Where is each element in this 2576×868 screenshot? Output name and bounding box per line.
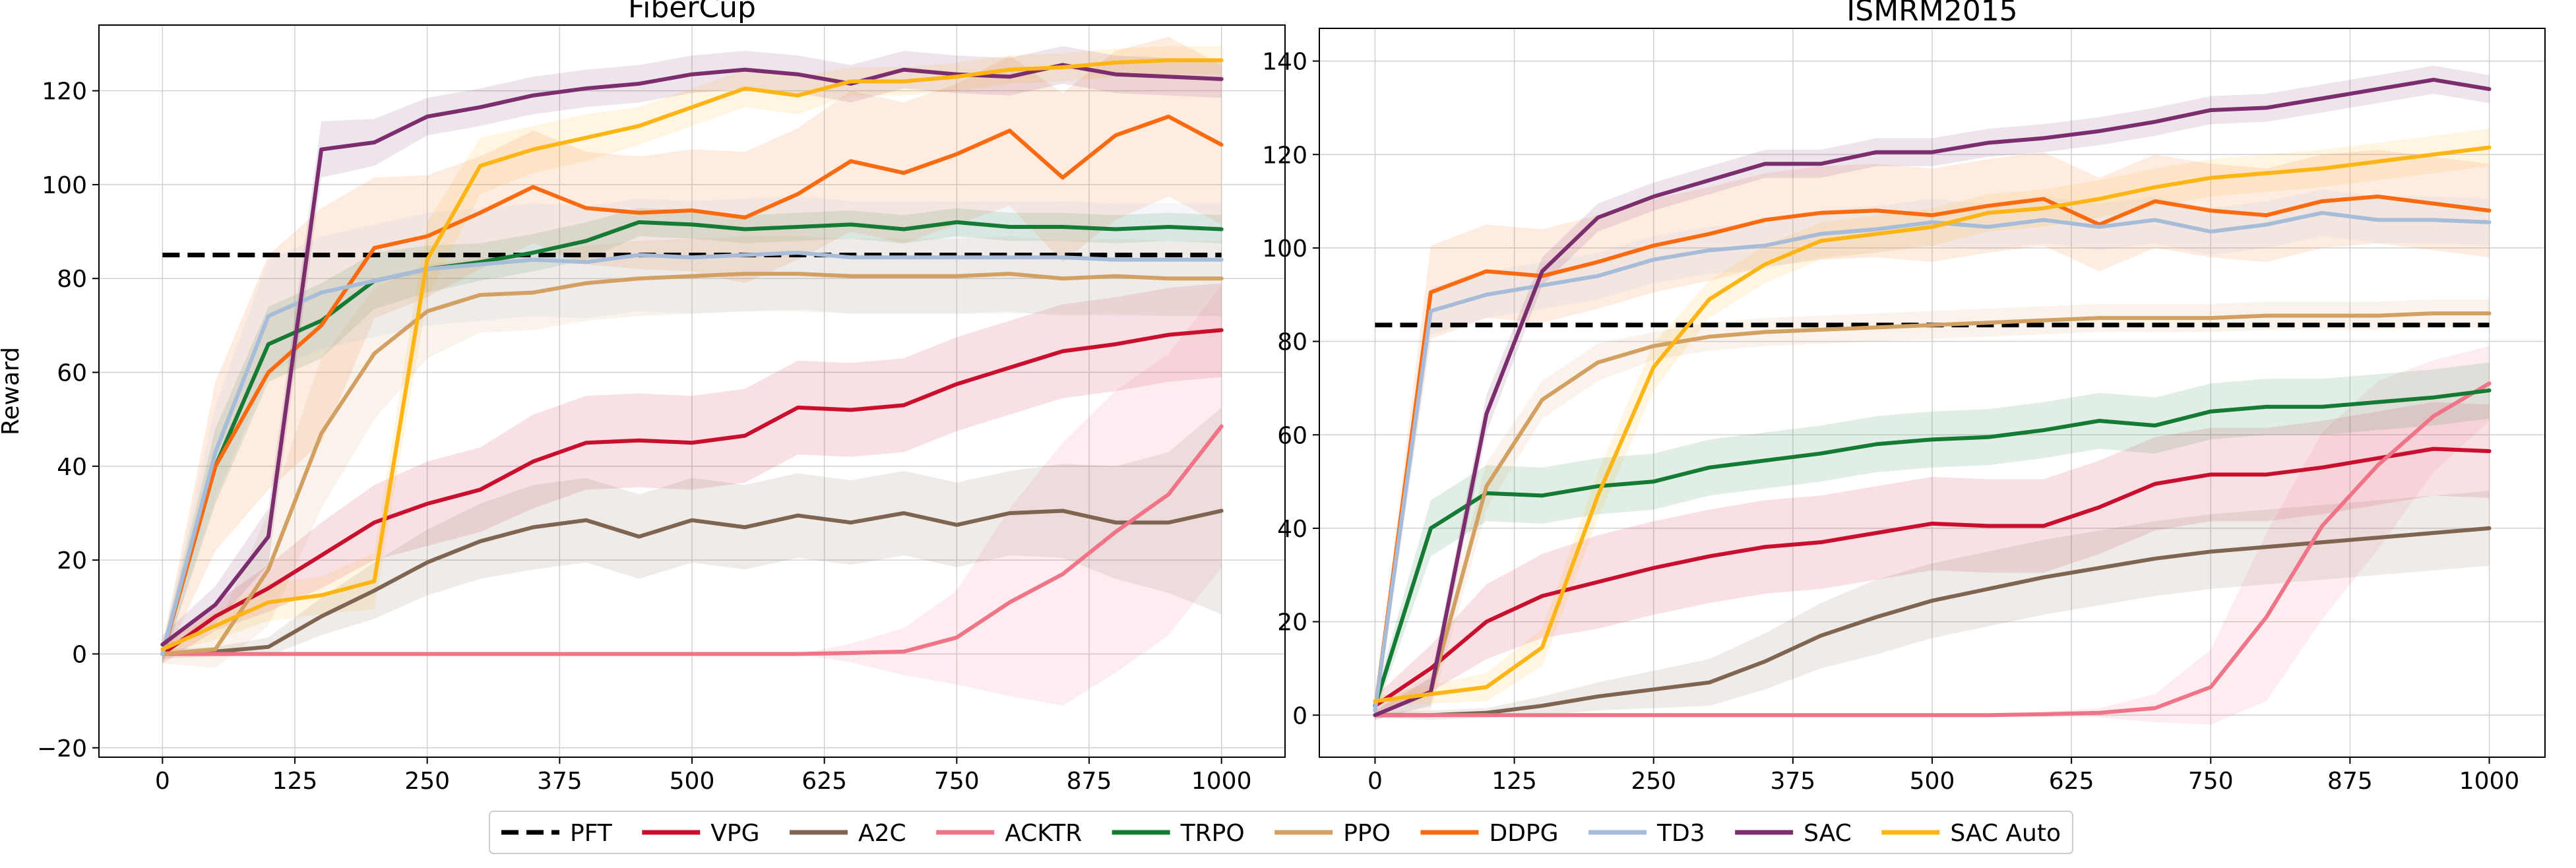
x-tick-label: 0 xyxy=(155,768,170,795)
line-sac-auto xyxy=(160,58,1224,652)
line-vpg xyxy=(160,328,1224,656)
legend-label: PFT xyxy=(570,820,613,847)
chart-title: ISMRM2015 xyxy=(1846,0,2017,28)
y-tick-label: 60 xyxy=(57,360,87,387)
legend-label: VPG xyxy=(710,820,759,847)
legend-item-acktr: ACKTR xyxy=(936,820,1082,847)
legend-label: DDPG xyxy=(1489,820,1558,847)
y-tick-label: 120 xyxy=(42,78,87,106)
data-layer xyxy=(1373,65,2492,725)
line-acktr xyxy=(1373,381,2492,718)
band-trpo xyxy=(1375,362,2490,716)
x-tick-label: 875 xyxy=(2327,768,2373,795)
x-tick-label: 1000 xyxy=(1191,768,1252,795)
band-vpg xyxy=(162,283,1222,664)
ismrm2015-plot: 0 125 250 375 500 625 750 875 1000 0 20 40 60 80 100 12… xyxy=(1262,0,2546,795)
y-tick-label: 0 xyxy=(72,641,87,668)
legend-label: TD3 xyxy=(1656,820,1705,847)
line-ddpg xyxy=(160,114,1224,656)
band-ddpg xyxy=(162,36,1222,664)
y-tick-label: 20 xyxy=(1277,609,1307,636)
line-acktr xyxy=(160,424,1224,656)
x-tick-label: 750 xyxy=(934,768,980,795)
legend-label: SAC xyxy=(1804,820,1852,847)
x-tick-label: 250 xyxy=(404,768,450,795)
y-tick-label: 80 xyxy=(1277,329,1307,356)
legend-item-sac: SAC xyxy=(1735,820,1852,847)
y-tick-label: 60 xyxy=(1277,422,1307,449)
fibercup-plot: 0 125 250 375 500 625 750 875 1000 −20 0 20 40 60 80 10… xyxy=(0,0,1286,795)
legend-item-ppo: PPO xyxy=(1274,820,1391,847)
line-trpo xyxy=(1373,388,2492,708)
line-trpo xyxy=(160,220,1224,656)
data-layer xyxy=(160,36,1224,706)
legend-item-trpo: TRPO xyxy=(1112,820,1245,847)
x-tick-label: 625 xyxy=(2049,768,2094,795)
legend: PFT VPG A2C ACKTR TRPO PPO DDPG TD3 SAC SAC Auto xyxy=(489,811,2073,854)
legend-item-ddpg: DDPG xyxy=(1420,820,1559,847)
legend-label: PPO xyxy=(1343,820,1391,847)
y-tick-label: 20 xyxy=(57,547,87,574)
line-ppo xyxy=(1373,311,2492,718)
y-axis-label: Reward xyxy=(0,347,24,435)
y-tick-label: 0 xyxy=(1292,702,1307,729)
y-tick-label: 40 xyxy=(57,454,87,481)
line-a2c xyxy=(1373,526,2492,718)
x-tick-label: 375 xyxy=(1771,768,1816,795)
line-sac xyxy=(1373,77,2492,718)
x-tick-label: 625 xyxy=(801,768,847,795)
legend-item-pft: PFT xyxy=(501,820,613,847)
band-acktr xyxy=(1375,346,2490,725)
x-tick-label: 500 xyxy=(670,768,715,795)
band-sac-auto xyxy=(162,46,1222,654)
band-acktr xyxy=(162,285,1222,706)
x-tick-label: 250 xyxy=(1631,768,1676,795)
legend-item-td3: TD3 xyxy=(1588,820,1705,847)
chart-title: FiberCup xyxy=(628,0,756,24)
x-tick-label: 500 xyxy=(1910,768,1955,795)
band-ppo xyxy=(162,236,1222,668)
y-tick-label: 100 xyxy=(1262,235,1307,263)
line-td3 xyxy=(160,251,1224,656)
legend-label: ACKTR xyxy=(1005,820,1082,847)
line-sac-auto xyxy=(1373,145,2492,703)
x-tick-label: 375 xyxy=(537,768,582,795)
y-tick-label: 100 xyxy=(42,172,87,199)
x-tick-label: 125 xyxy=(272,768,318,795)
line-ppo xyxy=(160,272,1224,656)
legend-item-vpg: VPG xyxy=(642,820,760,847)
y-tick-label: 40 xyxy=(1277,516,1307,543)
band-sac-auto xyxy=(1375,129,2490,706)
line-ddpg xyxy=(1373,195,2492,713)
x-tick-label: 0 xyxy=(1367,768,1383,795)
band-a2c xyxy=(1375,491,2490,720)
x-tick-label: 125 xyxy=(1492,768,1537,795)
band-a2c xyxy=(162,407,1222,659)
band-ddpg xyxy=(1375,150,2490,720)
line-a2c xyxy=(160,509,1224,656)
legend-label: A2C xyxy=(858,820,906,847)
legend-label: TRPO xyxy=(1180,820,1245,847)
x-tick-label: 1000 xyxy=(2459,768,2520,795)
y-tick-label: 80 xyxy=(57,266,87,293)
band-td3 xyxy=(1375,189,2490,720)
legend-item-sac-auto: SAC Auto xyxy=(1881,820,2061,847)
x-tick-label: 750 xyxy=(2188,768,2234,795)
band-vpg xyxy=(1375,402,2490,716)
y-tick-label: 120 xyxy=(1262,142,1307,169)
y-tick-label: 140 xyxy=(1262,49,1307,76)
legend-label: SAC Auto xyxy=(1950,820,2061,847)
y-tick-label: −20 xyxy=(37,735,87,762)
line-td3 xyxy=(1373,210,2492,713)
x-tick-label: 875 xyxy=(1067,768,1112,795)
legend-item-a2c: A2C xyxy=(790,820,906,847)
